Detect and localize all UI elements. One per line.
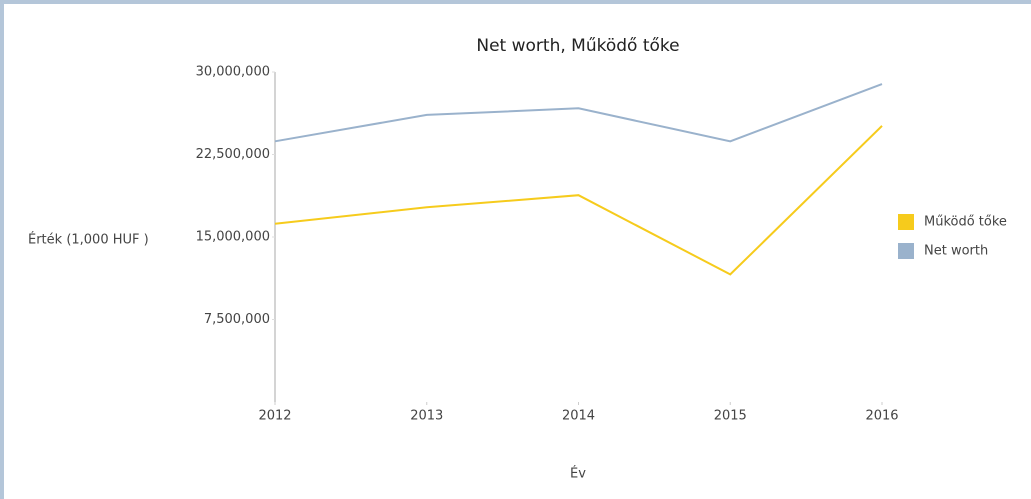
line <box>274 125 883 276</box>
x-tick-label: 2013 <box>410 409 443 424</box>
legend-swatch <box>898 214 914 230</box>
x-tick-label: 2016 <box>865 409 898 424</box>
y-tick-label: 7,500,000 <box>204 312 270 327</box>
x-tick-label: 2014 <box>562 409 595 424</box>
y-tick-label: 30,000,000 <box>196 65 270 80</box>
y-tick-label: 22,500,000 <box>196 147 270 162</box>
chart-title: Net worth, Működő tőke <box>476 36 679 56</box>
y-axis-label: Érték (1,000 HUF ) <box>28 232 149 248</box>
line <box>274 83 883 143</box>
legend-label: Működő tőke <box>924 215 1007 230</box>
legend-swatch <box>898 243 914 259</box>
x-tick-label: 2015 <box>714 409 747 424</box>
x-tick-label: 2012 <box>258 409 291 424</box>
x-axis-label: Év <box>570 466 586 482</box>
legend-label: Net worth <box>924 244 988 259</box>
y-tick-label: 15,000,000 <box>196 230 270 245</box>
